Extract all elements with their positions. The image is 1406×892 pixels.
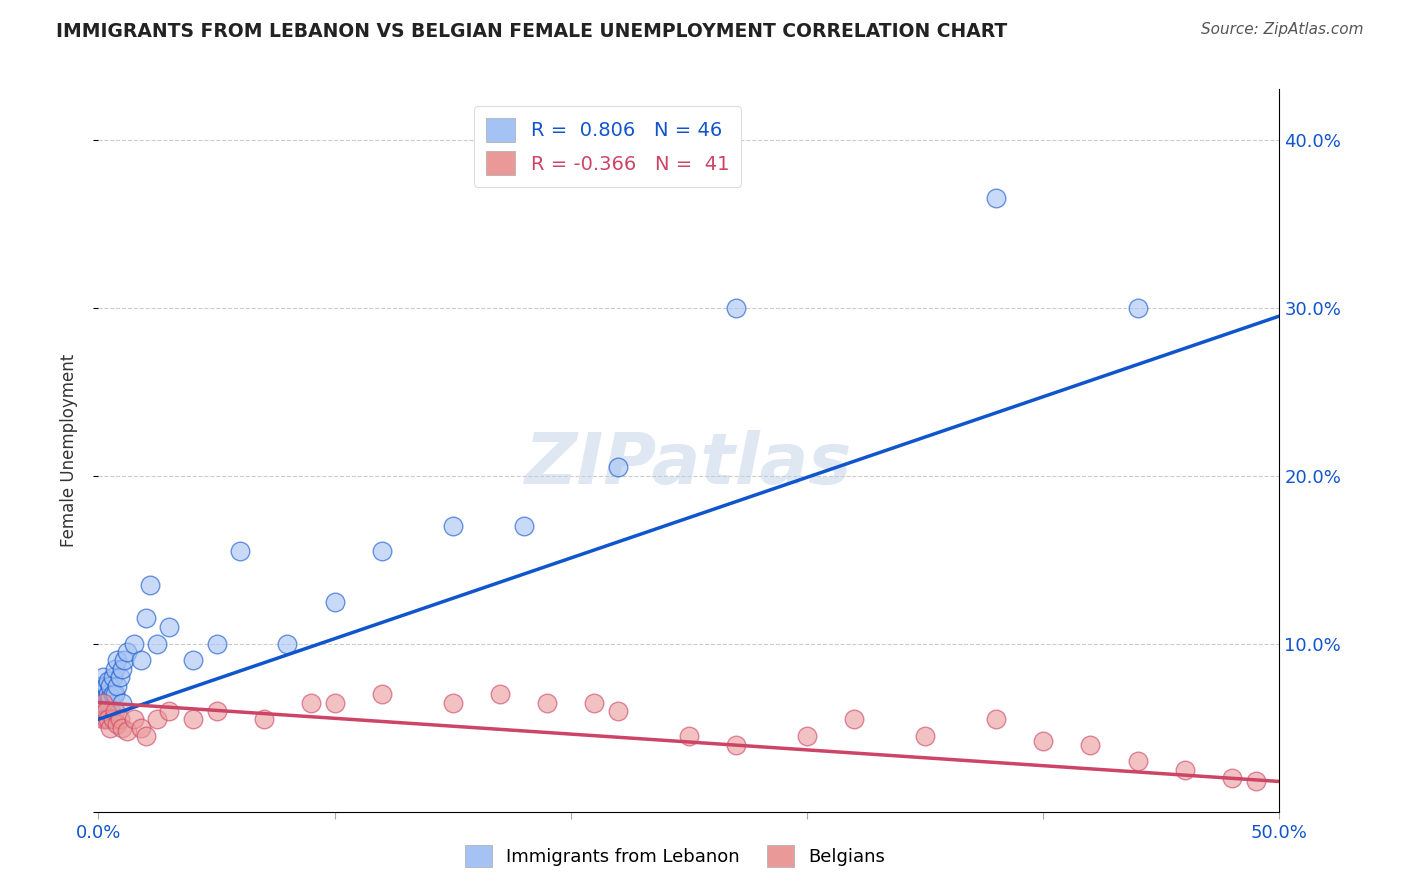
Point	[157, 620, 180, 634]
Point	[371, 544, 394, 558]
Point	[122, 712, 145, 726]
Point	[205, 637, 228, 651]
Text: Source: ZipAtlas.com: Source: ZipAtlas.com	[1201, 22, 1364, 37]
Point	[796, 729, 818, 743]
Point	[984, 191, 1007, 205]
Point	[112, 653, 135, 667]
Point	[1032, 734, 1054, 748]
Point	[253, 712, 276, 726]
Point	[91, 670, 114, 684]
Point	[97, 673, 120, 688]
Point	[1244, 774, 1267, 789]
Point	[607, 460, 630, 475]
Point	[97, 712, 120, 726]
Text: ZIPatlas: ZIPatlas	[526, 431, 852, 500]
Point	[91, 683, 114, 698]
Point	[1126, 754, 1149, 768]
Point	[725, 738, 748, 752]
Point	[725, 301, 748, 315]
Point	[97, 696, 120, 710]
Point	[98, 700, 121, 714]
Point	[105, 653, 128, 667]
Point	[90, 687, 112, 701]
Point	[323, 696, 346, 710]
Point	[1080, 738, 1102, 752]
Point	[105, 717, 128, 731]
Point	[536, 696, 558, 710]
Point	[91, 696, 114, 710]
Point	[129, 721, 152, 735]
Point	[299, 696, 322, 710]
Point	[104, 662, 127, 676]
Legend: R =  0.806   N = 46, R = -0.366   N =  41: R = 0.806 N = 46, R = -0.366 N = 41	[474, 106, 741, 186]
Point	[90, 679, 112, 693]
Point	[205, 704, 228, 718]
Point	[104, 687, 127, 701]
Point	[157, 704, 180, 718]
Point	[94, 679, 117, 693]
Y-axis label: Female Unemployment: Female Unemployment	[59, 354, 77, 547]
Point	[489, 687, 512, 701]
Text: IMMIGRANTS FROM LEBANON VS BELGIAN FEMALE UNEMPLOYMENT CORRELATION CHART: IMMIGRANTS FROM LEBANON VS BELGIAN FEMAL…	[56, 22, 1008, 41]
Point	[108, 670, 131, 684]
Point	[583, 696, 606, 710]
Point	[371, 687, 394, 701]
Point	[1220, 771, 1243, 785]
Point	[104, 704, 127, 718]
Point	[91, 696, 114, 710]
Point	[146, 712, 169, 726]
Point	[94, 704, 117, 718]
Point	[1174, 763, 1197, 777]
Point	[111, 721, 134, 735]
Point	[1126, 301, 1149, 315]
Point	[229, 544, 252, 558]
Point	[101, 670, 124, 684]
Point	[135, 729, 157, 743]
Point	[97, 687, 120, 701]
Point	[844, 712, 866, 726]
Point	[94, 712, 117, 726]
Point	[181, 712, 204, 726]
Point	[98, 679, 121, 693]
Point	[101, 712, 124, 726]
Point	[98, 690, 121, 705]
Point	[115, 645, 138, 659]
Point	[607, 704, 630, 718]
Point	[139, 578, 162, 592]
Point	[94, 704, 117, 718]
Point	[111, 696, 134, 710]
Point	[129, 653, 152, 667]
Point	[90, 696, 112, 710]
Point	[276, 637, 298, 651]
Legend: Immigrants from Lebanon, Belgians: Immigrants from Lebanon, Belgians	[457, 838, 893, 874]
Point	[94, 690, 117, 705]
Point	[115, 724, 138, 739]
Point	[323, 595, 346, 609]
Point	[105, 679, 128, 693]
Point	[181, 653, 204, 667]
Point	[512, 519, 534, 533]
Point	[678, 729, 700, 743]
Point	[90, 704, 112, 718]
Point	[111, 662, 134, 676]
Point	[122, 637, 145, 651]
Point	[441, 696, 464, 710]
Point	[108, 712, 131, 726]
Point	[91, 712, 114, 726]
Point	[98, 721, 121, 735]
Point	[101, 687, 124, 701]
Point	[914, 729, 936, 743]
Point	[441, 519, 464, 533]
Point	[984, 712, 1007, 726]
Point	[146, 637, 169, 651]
Point	[94, 696, 117, 710]
Point	[135, 611, 157, 625]
Point	[91, 704, 114, 718]
